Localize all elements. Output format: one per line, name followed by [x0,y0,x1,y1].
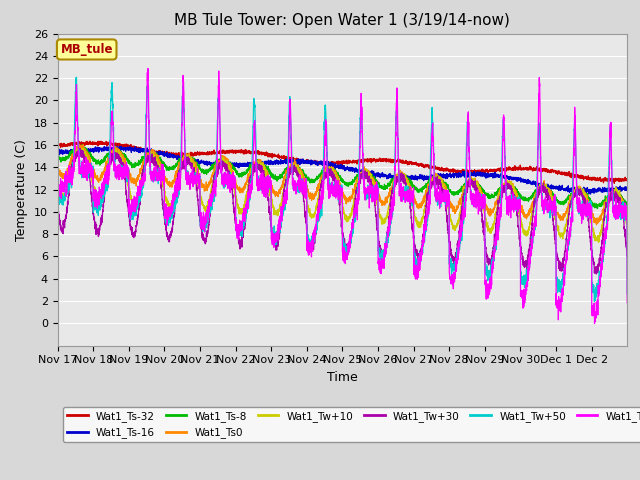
Title: MB Tule Tower: Open Water 1 (3/19/14-now): MB Tule Tower: Open Water 1 (3/19/14-now… [175,13,510,28]
X-axis label: Time: Time [327,371,358,384]
Text: MB_tule: MB_tule [60,43,113,56]
Y-axis label: Temperature (C): Temperature (C) [15,139,28,240]
Legend: Wat1_Ts-32, Wat1_Ts-16, Wat1_Ts-8, Wat1_Ts0, Wat1_Tw+10, Wat1_Tw+30, Wat1_Tw+50,: Wat1_Ts-32, Wat1_Ts-16, Wat1_Ts-8, Wat1_… [63,407,640,443]
